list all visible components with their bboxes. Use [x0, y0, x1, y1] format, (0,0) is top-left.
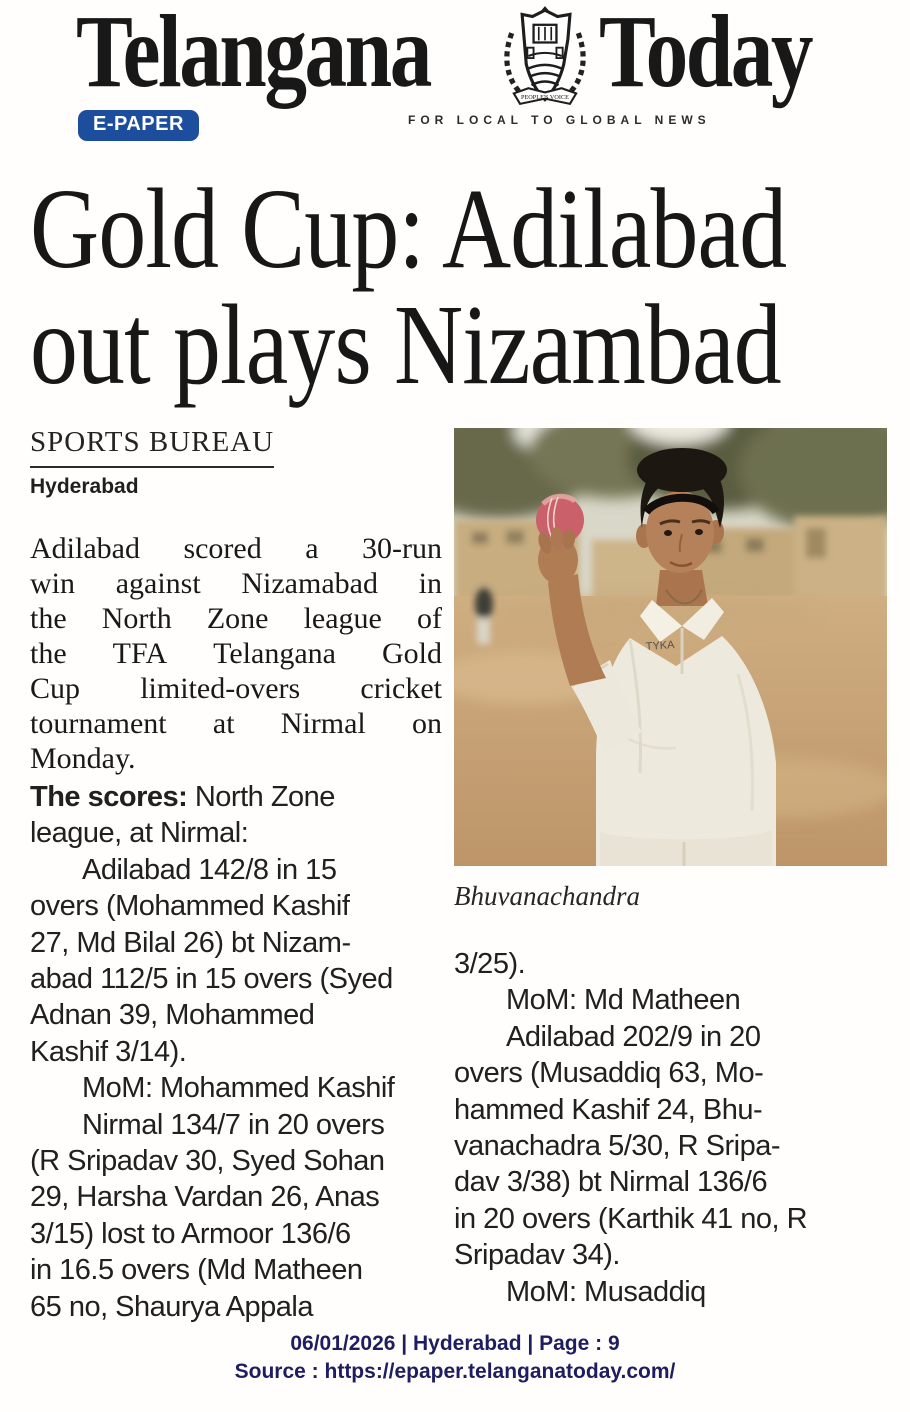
- footer-source-url[interactable]: Source : https://epaper.telanganatoday.c…: [234, 1360, 676, 1383]
- shirt-logo-text: TYKA: [645, 639, 675, 653]
- lead-line: Monday.: [30, 742, 136, 775]
- score-line: dav 3/38) bt Nirmal 136/6: [454, 1166, 768, 1199]
- score-line: abad 112/5 in 15 overs (Syed: [30, 963, 393, 996]
- score-line: overs (Mohammed Kashif: [30, 890, 350, 923]
- lead-line: the TFA Telangana Gold: [30, 637, 442, 670]
- masthead-tagline: FOR LOCAL TO GLOBAL NEWS: [408, 113, 711, 127]
- score-line: MoM: Md Matheen: [506, 984, 741, 1017]
- score-line: in 16.5 overs (Md Matheen: [30, 1254, 363, 1287]
- lead-line: Adilabad scored a 30-run: [30, 532, 442, 565]
- score-line: Adnan 39, Mohammed: [30, 999, 315, 1032]
- article-column-right: 3/25). MoM: Md Matheen Adilabad 202/9 in 2…: [454, 946, 899, 1310]
- score-line: (R Sripadav 30, Syed Sohan: [30, 1145, 385, 1178]
- crest-banner-text: PEOPLE'S VOICE: [521, 94, 569, 101]
- photo-caption: Bhuvanachandra: [454, 881, 640, 911]
- footer: 06/01/2026 | Hyderabad | Page : 9 Source…: [0, 1330, 910, 1386]
- score-line: overs (Musaddiq 63, Mo-: [454, 1057, 764, 1090]
- score-line: hammed Kashif 24, Bhu-: [454, 1093, 763, 1126]
- score-line: vanachadra 5/30, R Sripa-: [454, 1130, 781, 1163]
- cricketer-photo-illustration: TYKA: [454, 428, 887, 866]
- score-line: MoM: Musaddiq: [506, 1275, 706, 1308]
- article-column-left: Adilabad scored a 30-run win against Nizamabad…: [30, 531, 442, 1325]
- headline-line2: out plays Nizambad: [30, 281, 782, 408]
- score-line: 27, Md Bilal 26) bt Nizam-: [30, 926, 351, 959]
- score-line: Sripadav 34).: [454, 1239, 621, 1272]
- lead-line: win against Nizamabad in: [30, 567, 442, 600]
- epaper-badge[interactable]: E-PAPER: [78, 110, 199, 141]
- lead-line: the North Zone league of: [30, 602, 442, 635]
- byline: SPORTS BUREAU Hyderabad: [30, 426, 275, 499]
- scores-text-left: The scores: North Zone league, at Nirmal:…: [30, 779, 442, 1325]
- score-line: 3/15) lost to Armoor 136/6: [30, 1217, 351, 1250]
- score-line: Adilabad 142/8 in 15: [82, 853, 337, 886]
- masthead[interactable]: Telangana PEOPLE'S VOICE Today FOR LOCAL…: [0, 0, 910, 165]
- score-line: Nirmal 134/7 in 20 overs: [82, 1108, 385, 1141]
- score-line: league, at Nirmal:: [30, 817, 249, 850]
- article-photo: TYKA Bhuvanachandra: [454, 428, 887, 912]
- score-line: The scores: North Zone: [30, 781, 335, 813]
- lead-line: tournament at Nirmal on: [30, 707, 442, 740]
- scores-text-right: 3/25). MoM: Md Matheen Adilabad 202/9 in 2…: [454, 946, 899, 1310]
- score-line: MoM: Mohammed Kashif: [82, 1072, 395, 1105]
- lead-paragraph: Adilabad scored a 30-run win against Nizamabad…: [30, 531, 442, 776]
- byline-bureau: SPORTS BUREAU: [30, 426, 275, 468]
- score-line: Adilabad 202/9 in 20: [506, 1020, 761, 1053]
- score-line: 65 no, Shaurya Appala: [30, 1290, 313, 1323]
- masthead-title-right: Today: [599, 0, 814, 109]
- score-line: in 20 overs (Karthik 41 no, R: [454, 1202, 808, 1235]
- headline-line1: Gold Cup: Adilabad: [30, 165, 787, 292]
- crest-logo-icon: PEOPLE'S VOICE: [504, 6, 586, 106]
- byline-location: Hyderabad: [30, 475, 139, 498]
- lead-line: Cup limited-overs cricket: [30, 672, 442, 705]
- score-line: Kashif 3/14).: [30, 1035, 187, 1068]
- score-line: 3/25).: [454, 948, 526, 980]
- score-line: 29, Harsha Vardan 26, Anas: [30, 1181, 380, 1214]
- masthead-title-left: Telangana: [76, 0, 432, 109]
- footer-dateline: 06/01/2026 | Hyderabad | Page : 9: [290, 1332, 620, 1355]
